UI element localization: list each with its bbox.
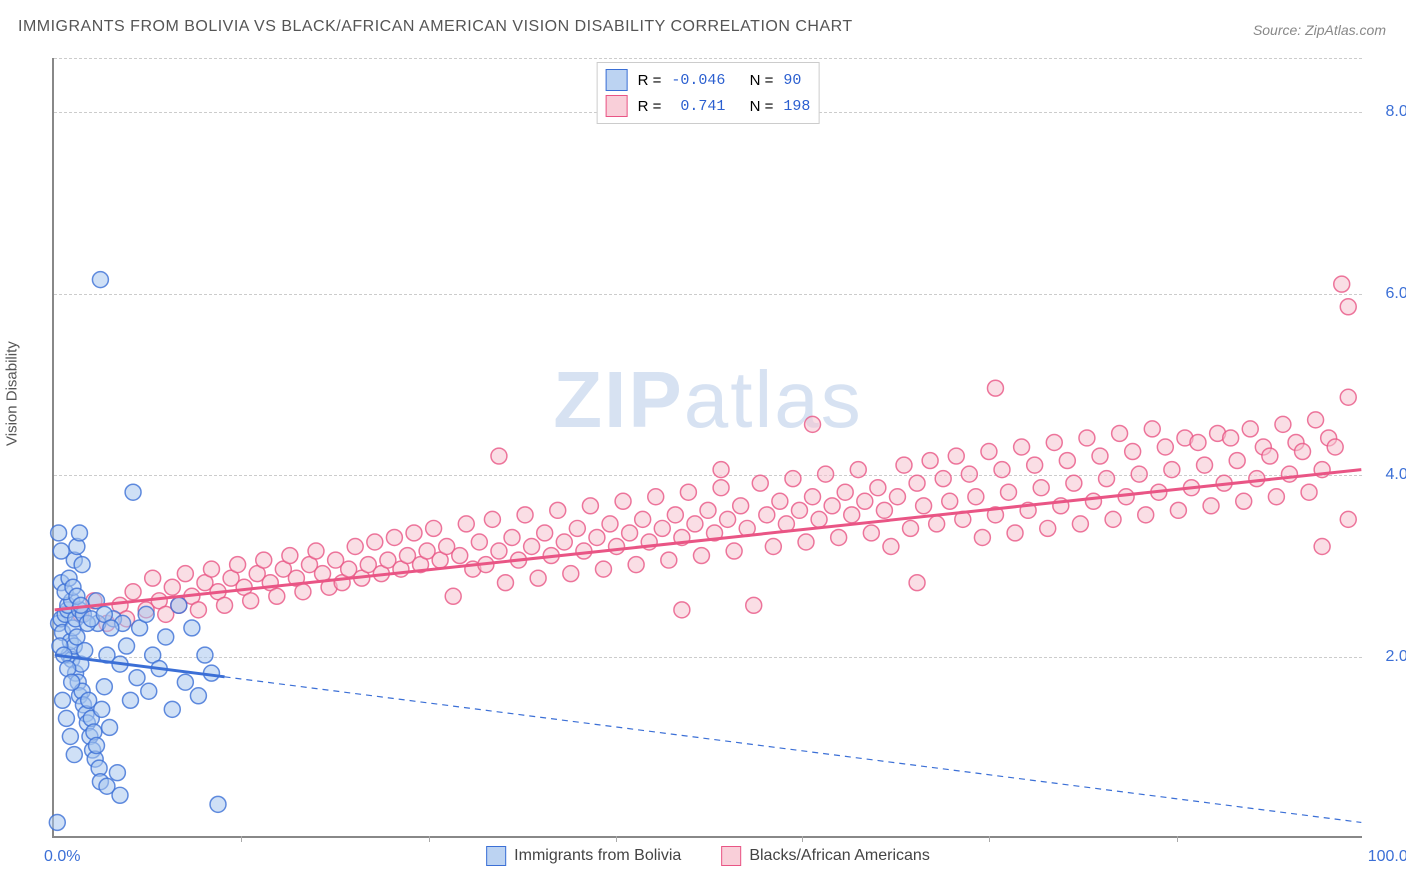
scatter-svg — [54, 58, 1362, 836]
source-attribution: Source: ZipAtlas.com — [1253, 22, 1386, 38]
r-label: R = — [638, 98, 662, 115]
y-tick-label: 4.0% — [1367, 466, 1406, 484]
r-label: R = — [638, 72, 662, 89]
y-tick-label: 6.0% — [1367, 285, 1406, 303]
n-value-seriesA: 90 — [783, 72, 801, 89]
legend-label-seriesB: Blacks/African Americans — [749, 847, 930, 865]
legend-row-seriesB: R = 0.741 N = 198 — [606, 93, 811, 119]
r-value-seriesB: 0.741 — [671, 98, 725, 115]
series-legend: Immigrants from Bolivia Blacks/African A… — [486, 846, 930, 866]
legend-swatch-seriesA — [486, 846, 506, 866]
x-tick-min: 0.0% — [44, 848, 80, 866]
n-label: N = — [750, 98, 774, 115]
correlation-legend: R = -0.046 N = 90 R = 0.741 N = 198 — [597, 62, 820, 124]
swatch-seriesB — [606, 95, 628, 117]
legend-item-seriesB: Blacks/African Americans — [721, 846, 930, 866]
r-value-seriesA: -0.046 — [671, 72, 725, 89]
legend-swatch-seriesB — [721, 846, 741, 866]
swatch-seriesA — [606, 69, 628, 91]
legend-row-seriesA: R = -0.046 N = 90 — [606, 67, 811, 93]
n-value-seriesB: 198 — [783, 98, 810, 115]
plot-area: ZIPatlas R = -0.046 N = 90 R = 0.741 N =… — [52, 58, 1362, 838]
y-tick-label: 8.0% — [1367, 103, 1406, 121]
n-label: N = — [750, 72, 774, 89]
legend-label-seriesA: Immigrants from Bolivia — [514, 847, 681, 865]
x-tick-max: 100.0% — [1368, 848, 1406, 866]
chart-title: IMMIGRANTS FROM BOLIVIA VS BLACK/AFRICAN… — [18, 18, 853, 36]
y-axis-label: Vision Disability — [4, 341, 21, 446]
y-tick-label: 2.0% — [1367, 648, 1406, 666]
legend-item-seriesA: Immigrants from Bolivia — [486, 846, 681, 866]
